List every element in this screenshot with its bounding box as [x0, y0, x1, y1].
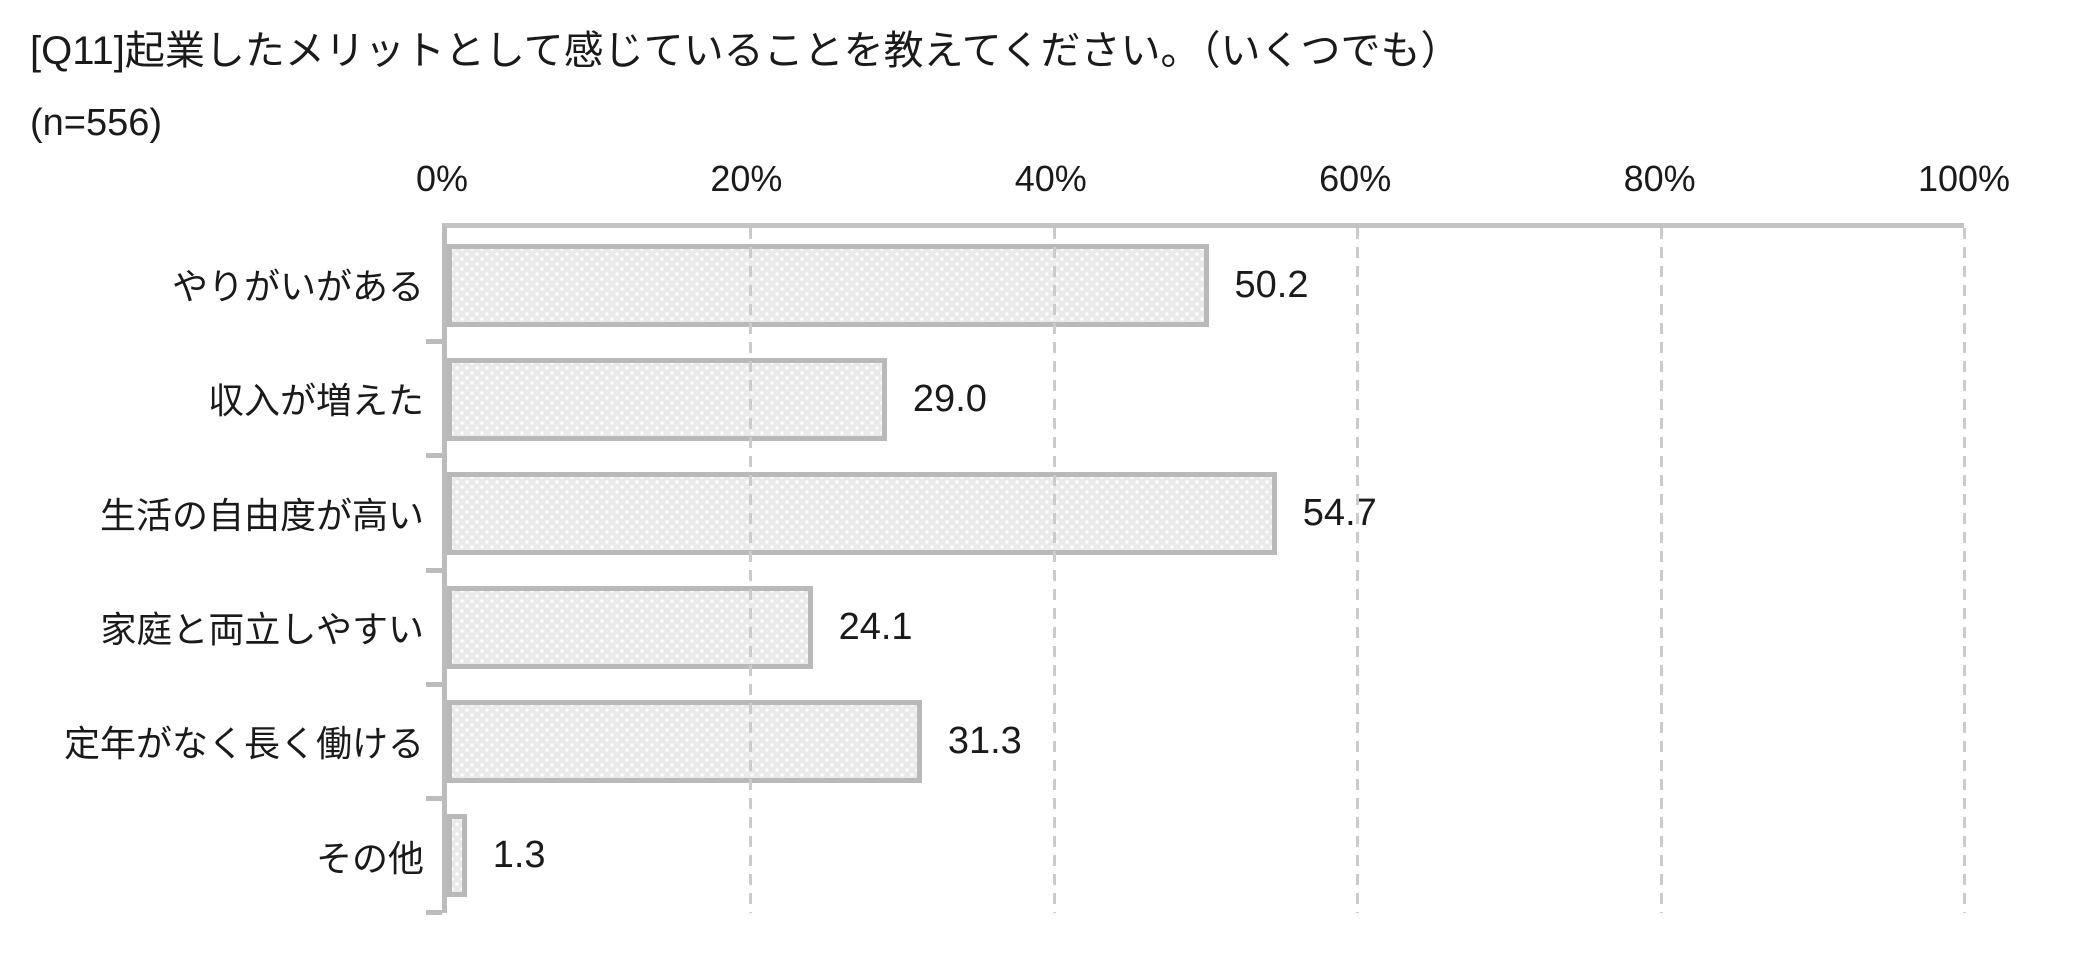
- bar-rows: 50.2 29.0 54.7 24.1 31.3 1.3: [447, 228, 1964, 913]
- bar-value-label: 29.0: [912, 377, 987, 420]
- bar-row: 24.1: [447, 571, 1964, 685]
- category-labels: やりがいがある収入が増えた生活の自由度が高い 家庭と両立しやすい定年がなく長く働け…: [0, 227, 424, 913]
- bar-row: 29.0: [447, 342, 1964, 456]
- x-axis-tick-label: 80%: [1623, 158, 1696, 199]
- bar: [447, 586, 813, 670]
- y-axis-tick: [426, 567, 442, 573]
- y-axis-tick: [426, 453, 442, 459]
- x-axis-tick-label: 20%: [710, 158, 783, 199]
- x-axis-tick-label: 40%: [1014, 158, 1087, 199]
- bar-row: 1.3: [447, 799, 1964, 913]
- category-label: やりがいがある: [171, 266, 424, 308]
- y-axis-tick: [426, 339, 442, 345]
- bar-row: 31.3: [447, 685, 1964, 799]
- x-axis-tick-label: 100%: [1917, 158, 2011, 199]
- vertical-gridline: [1963, 228, 1966, 913]
- x-axis-tick-label: 60%: [1319, 158, 1392, 199]
- vertical-gridline: [1356, 228, 1360, 913]
- chart-title: [Q11]起業したメリットとして感じていることを教えてください。（いくつでも）: [30, 29, 1461, 73]
- bar-row: 54.7: [447, 456, 1964, 570]
- vertical-gridline: [1052, 228, 1056, 913]
- bar-value-label: 31.3: [947, 720, 1022, 763]
- category-label: その他: [315, 837, 424, 879]
- bar: [447, 243, 1209, 327]
- bar-value-label: 24.1: [838, 606, 913, 649]
- vertical-gridline: [1659, 228, 1663, 913]
- category-label: 生活の自由度が高い: [99, 494, 424, 536]
- y-axis-tick: [426, 910, 442, 915]
- bar: [447, 814, 467, 898]
- bar-value-label: 1.3: [492, 834, 546, 877]
- x-axis-tick-label: 0%: [415, 158, 469, 199]
- plot-area: 50.2 29.0 54.7 24.1 31.3 1.3: [426, 223, 1966, 915]
- bar: [447, 700, 922, 784]
- y-axis-tick: [426, 681, 442, 687]
- sample-size-label: (n=556): [30, 102, 163, 144]
- x-axis-labels: 0% 20% 40% 60% 80% 100%: [416, 138, 2010, 200]
- bar-row: 50.2: [447, 228, 1964, 342]
- y-axis-tick: [426, 795, 442, 801]
- bar-value-label: 50.2: [1234, 263, 1309, 306]
- category-label: 家庭と両立しやすい: [100, 609, 424, 651]
- bar-value-label: 54.7: [1302, 491, 1377, 534]
- category-label: 収入が増えた: [207, 380, 424, 422]
- category-label: 定年がなく長く働ける: [63, 723, 424, 765]
- bar: [447, 471, 1277, 555]
- vertical-gridline: [749, 228, 753, 913]
- bar: [447, 357, 887, 441]
